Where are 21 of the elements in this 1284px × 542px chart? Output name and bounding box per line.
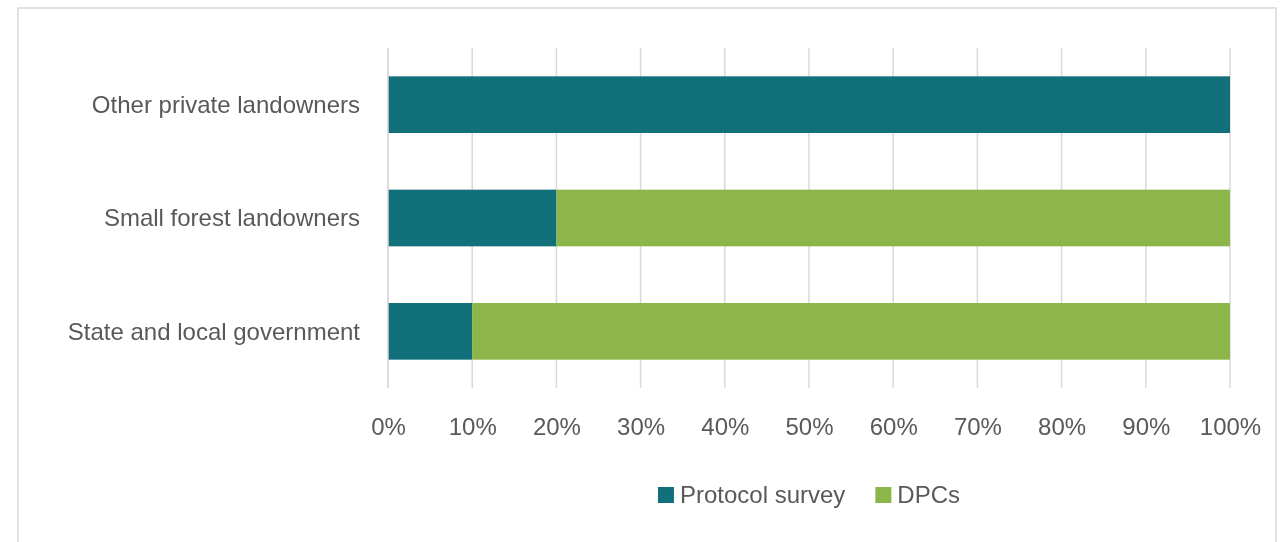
bar	[388, 303, 473, 360]
x-tick-label: 90%	[1122, 413, 1171, 441]
y-tick-label: State and local government	[67, 317, 361, 345]
bar	[472, 303, 1230, 360]
x-tick-label: 70%	[953, 413, 1002, 441]
x-tick-label: 80%	[1038, 413, 1087, 441]
x-tick-label: 100%	[1199, 413, 1262, 441]
x-tick-label: 30%	[617, 413, 666, 441]
legend-label: DPCs	[897, 481, 961, 509]
x-tick-label: 40%	[701, 413, 750, 441]
y-tick-label: Small forest landowners	[103, 204, 360, 232]
x-tick-label: 0%	[371, 413, 406, 441]
bar	[388, 76, 1230, 133]
legend-label: Protocol survey	[679, 481, 846, 509]
x-tick-label: 50%	[785, 413, 834, 441]
x-tick-label: 60%	[869, 413, 918, 441]
y-tick-label: Other private landowners	[91, 91, 360, 119]
bar	[556, 189, 1230, 247]
bar	[388, 189, 557, 247]
x-tick-label: 10%	[448, 413, 497, 441]
x-tick-label: 20%	[532, 413, 581, 441]
